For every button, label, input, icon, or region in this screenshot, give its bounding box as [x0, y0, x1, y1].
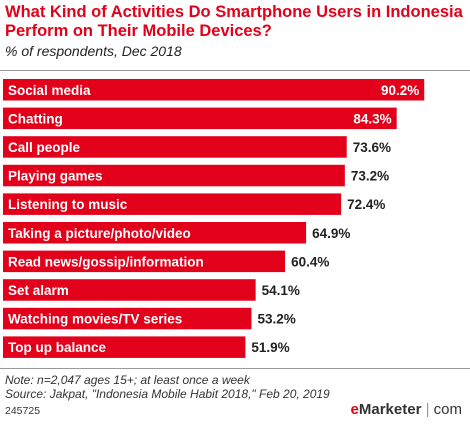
- chart-source: Source: Jakpat, "Indonesia Mobile Habit …: [5, 387, 330, 401]
- bar: [3, 164, 345, 187]
- value-label: 51.9%: [251, 340, 289, 355]
- value-label: 72.4%: [347, 197, 385, 212]
- bar: [3, 79, 425, 101]
- value-label: 64.9%: [312, 226, 350, 241]
- value-label: 90.2%: [381, 83, 419, 98]
- category-label: Set alarm: [8, 283, 69, 298]
- chart-subtitle: % of respondents, Dec 2018: [5, 43, 182, 59]
- category-label: Top up balance: [8, 340, 106, 355]
- value-label: 54.1%: [262, 283, 300, 298]
- bar: [3, 279, 256, 301]
- chart-note: Note: n=2,047 ages 15+; at least once a …: [5, 373, 250, 387]
- bar: [3, 307, 252, 330]
- chart-id: 245725: [5, 405, 41, 417]
- bottom-divider: [0, 368, 470, 369]
- bar: [3, 336, 246, 358]
- bar: [3, 222, 307, 244]
- bar: [3, 250, 286, 273]
- bar-chart: Social media 90.2% Chatting 84.3% Call peopl…: [3, 79, 425, 358]
- value-label: 73.6%: [353, 140, 391, 155]
- value-label: 84.3%: [353, 111, 391, 126]
- category-label: Watching movies/TV series: [8, 312, 182, 327]
- category-label: Taking a picture/photo/video: [8, 226, 191, 241]
- category-label: Read news/gossip/information: [8, 254, 204, 269]
- top-divider: [0, 70, 470, 71]
- chart-title: What Kind of Activities Do Smartphone Us…: [5, 3, 463, 40]
- category-label: Listening to music: [8, 197, 128, 212]
- bar: [3, 107, 397, 130]
- bar: [3, 136, 347, 158]
- value-label: 53.2%: [257, 312, 295, 327]
- category-label: Social media: [8, 83, 91, 98]
- category-label: Call people: [8, 140, 81, 155]
- value-label: 60.4%: [291, 254, 329, 269]
- emarketer-logo: eMarketer | com: [350, 401, 462, 418]
- category-label: Playing games: [8, 169, 103, 184]
- value-label: 73.2%: [351, 169, 389, 184]
- bar: [3, 193, 342, 215]
- category-label: Chatting: [8, 111, 63, 126]
